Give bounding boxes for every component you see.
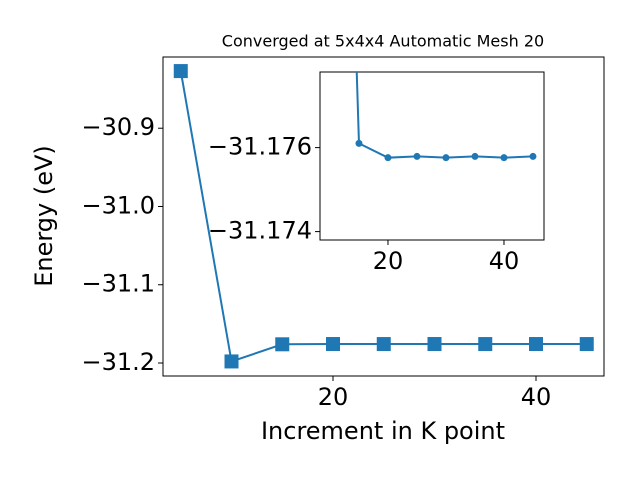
data-point [326,337,341,352]
data-point [500,154,508,162]
data-point [384,154,392,162]
data-point [275,337,290,352]
chart-title: Converged at 5x4x4 Automatic Mesh 20 [222,32,544,51]
data-point [413,152,421,160]
data-point [355,139,363,147]
data-point [427,337,442,352]
data-point [478,337,493,352]
x-tick-label: 20 [373,247,404,275]
y-tick-label: −31.174 [208,217,312,245]
x-axis-label: Increment in K point [261,417,505,445]
axes-frame [319,71,545,241]
y-tick-label: −31.176 [208,133,312,161]
data-point [471,152,479,160]
plot-area [173,64,594,369]
y-tick-label: −30.9 [81,113,155,141]
y-axis-label: Energy (eV) [30,145,58,287]
y-tick-label: −31.1 [81,270,155,298]
y-tick-label: −31.2 [81,348,155,376]
x-tick-label: 40 [521,383,552,411]
data-point [579,337,594,352]
data-point [442,154,450,162]
data-point [376,337,391,352]
data-point [529,152,537,160]
data-point [528,337,543,352]
data-point [224,354,239,369]
data-point [173,64,188,79]
x-tick-label: 40 [489,247,520,275]
data-line [355,72,534,159]
y-tick-label: −31.0 [81,191,155,219]
x-tick-label: 20 [318,383,349,411]
plot-area [355,72,537,162]
